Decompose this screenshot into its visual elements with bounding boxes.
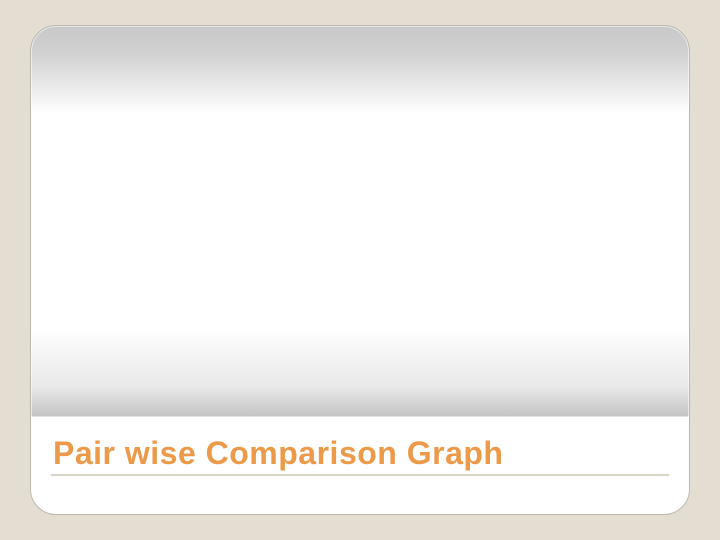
slide-card: Pair wise Comparison Graph: [30, 25, 690, 515]
slide-title: Pair wise Comparison Graph: [53, 435, 503, 472]
title-underline: [51, 474, 669, 476]
